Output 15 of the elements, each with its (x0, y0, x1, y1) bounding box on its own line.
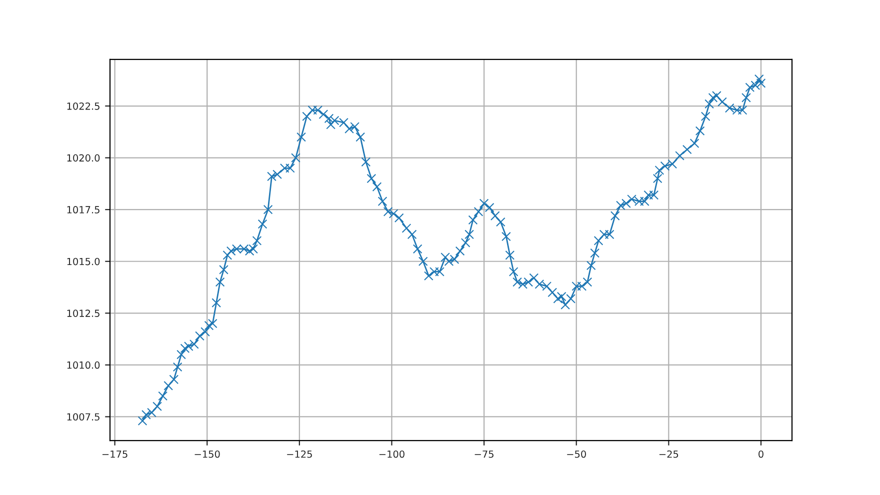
x-tick-label: −25 (659, 450, 678, 458)
y-tick-label: 1012.5 (67, 310, 100, 317)
y-tick-label: 1015.0 (67, 258, 100, 266)
y-tick-label: 1022.5 (67, 102, 100, 110)
x-tick-label: −50 (567, 450, 586, 458)
y-tick-label: 1017.5 (67, 206, 100, 214)
x-tick-label: −175 (102, 450, 128, 458)
x-tick-label: 0 (758, 450, 764, 458)
y-tick-label: 1010.0 (67, 361, 100, 369)
y-tick-label: 1020.0 (67, 154, 100, 162)
x-tick-label: −100 (379, 450, 404, 458)
y-tick-label: 1007.5 (67, 413, 100, 421)
x-tick-label: −150 (194, 450, 220, 458)
x-tick-label: −125 (287, 450, 312, 458)
x-tick-label: −75 (474, 450, 494, 458)
